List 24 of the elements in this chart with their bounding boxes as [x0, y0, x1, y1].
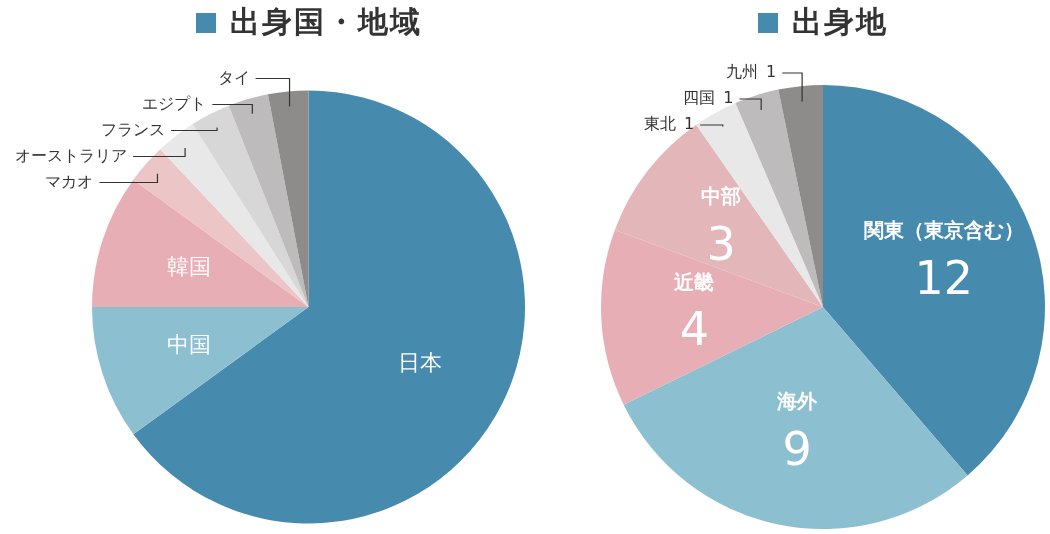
- data-label: 3: [706, 217, 736, 272]
- slice-label: 近畿: [673, 269, 715, 294]
- slice-label: フランス: [101, 119, 166, 139]
- slice-label: 海外: [776, 389, 819, 414]
- slice-label: 日本: [398, 349, 443, 375]
- chart-title: 出身国・地域: [229, 3, 422, 41]
- slice-label: エジプト: [142, 93, 207, 113]
- slice-label: オーストラリア: [15, 145, 128, 165]
- slice-label: 東北: [644, 114, 676, 134]
- data-label: 1: [766, 62, 777, 82]
- slice-label: 中部: [701, 184, 742, 209]
- data-label: 4: [679, 302, 710, 357]
- slice-label: 九州: [726, 62, 759, 82]
- slice-label: 中国: [167, 331, 212, 357]
- data-label: 1: [723, 88, 734, 108]
- data-label: 1: [683, 114, 695, 134]
- slice-label: 関東（東京含む）: [863, 218, 1024, 243]
- slice-label: 韓国: [167, 253, 212, 279]
- slice-label: タイ: [217, 67, 250, 87]
- slice-label: 四国: [683, 88, 716, 108]
- data-label: 9: [782, 422, 812, 477]
- chart-title: 出身地: [792, 3, 888, 41]
- data-label: 12: [914, 251, 974, 306]
- slice-label: マカオ: [45, 171, 94, 191]
